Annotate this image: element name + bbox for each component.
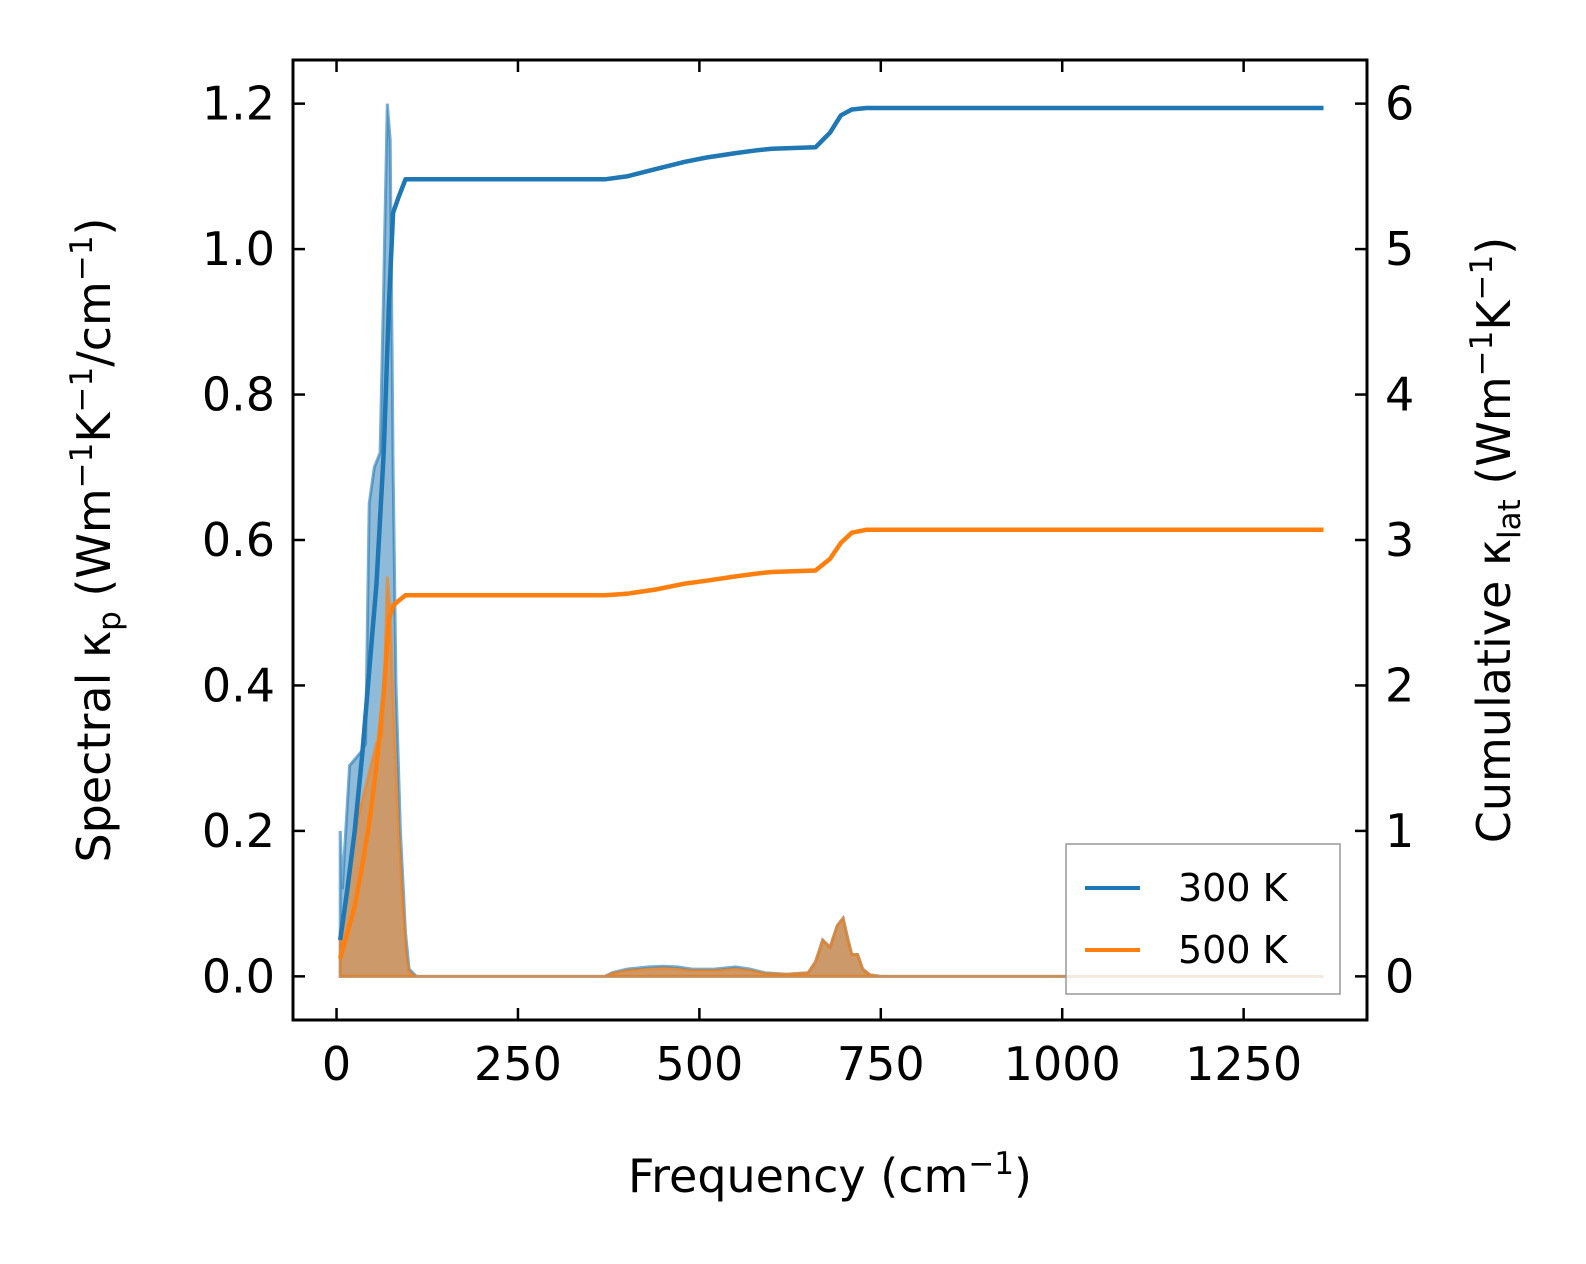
y-left-tick-label: 1.0	[202, 222, 275, 276]
legend-label-300k: 300 K	[1178, 866, 1289, 910]
cumulative-line-500k	[338, 527, 1324, 960]
y-right-tick-label: 2	[1385, 658, 1414, 712]
x-tick-label: 1250	[1185, 1037, 1302, 1091]
plot-frame	[291, 58, 1369, 1022]
legend: 300 K 500 K	[1065, 843, 1341, 995]
y-left-tick-label: 0.8	[202, 368, 275, 422]
y-left-tick-label: 0.4	[202, 658, 275, 712]
y-left-tick-label: 1.2	[202, 77, 275, 131]
x-tick-label: 1000	[1004, 1037, 1121, 1091]
y-right-tick-label: 1	[1385, 804, 1414, 858]
x-tick-label: 750	[837, 1037, 925, 1091]
cumulative-line-300k	[337, 105, 1324, 941]
cumulative-line-layer	[337, 105, 1324, 960]
y-left-tick-label: 0.6	[202, 513, 275, 567]
y-right-axis-title: Cumulative κlat (Wm−1K−1)	[1464, 237, 1528, 843]
y-left-axis-title: Spectral κp (Wm−1K−1/cm−1)	[64, 217, 128, 862]
y-right-tick-label: 0	[1385, 949, 1414, 1003]
y-right-tick-label: 4	[1385, 368, 1414, 422]
y-left-tick-label: 0.0	[202, 949, 275, 1003]
y-right-tick-label: 6	[1385, 77, 1414, 131]
x-tick-label: 0	[322, 1037, 351, 1091]
legend-label-500k: 500 K	[1178, 928, 1289, 972]
legend-box	[1065, 843, 1341, 995]
x-tick-label: 250	[474, 1037, 562, 1091]
x-axis-title: Frequency (cm−1)	[628, 1146, 1032, 1203]
x-tick-label: 500	[655, 1037, 743, 1091]
y-left-tick-label: 0.2	[202, 804, 275, 858]
y-right-tick-label: 3	[1385, 513, 1414, 567]
tick-layer: 0 250 500 750 1000 1250 0.0 0.2 0.4 0.6 0.8 1.0 1.2 0…	[202, 60, 1414, 1091]
y-right-tick-label: 5	[1385, 222, 1414, 276]
